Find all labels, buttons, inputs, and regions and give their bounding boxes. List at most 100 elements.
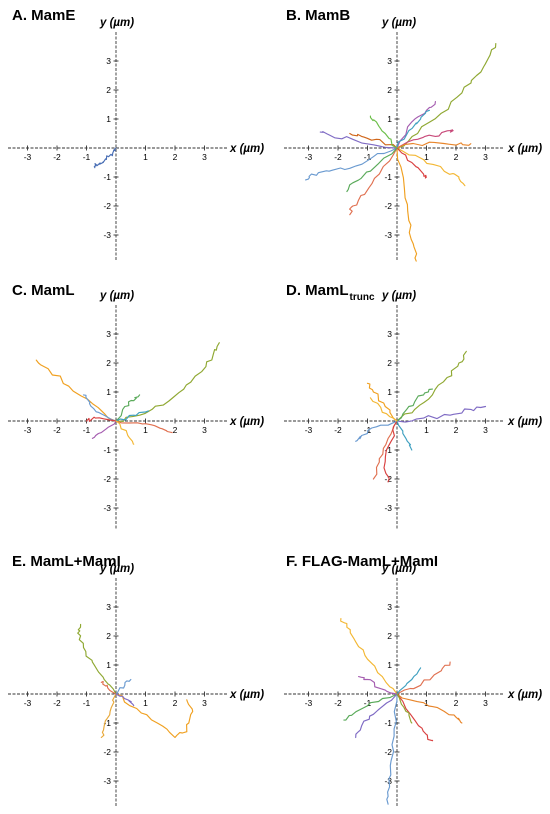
track-line <box>396 147 466 187</box>
track-line <box>115 394 141 422</box>
y-tick-label: 3 <box>106 329 111 339</box>
track-line <box>396 693 463 724</box>
x-tick-label: 1 <box>424 152 429 162</box>
track-line <box>100 693 117 739</box>
x-tick-label: 1 <box>143 698 148 708</box>
track-line <box>319 131 398 149</box>
x-tick-label: -1 <box>83 425 91 435</box>
y-tick-label: -1 <box>103 445 111 455</box>
y-tick-label: -2 <box>103 747 111 757</box>
y-tick-label: -1 <box>384 445 392 455</box>
track-line <box>396 661 451 695</box>
track-line <box>396 147 428 179</box>
track-line <box>386 693 398 805</box>
y-tick-label: 2 <box>106 631 111 641</box>
x-tick-label: 1 <box>143 152 148 162</box>
x-tick-label: -3 <box>305 698 313 708</box>
x-axis-label: x (µm) <box>229 143 264 155</box>
y-tick-label: -1 <box>103 718 111 728</box>
x-tick-label: -1 <box>364 152 372 162</box>
track-line <box>91 420 117 439</box>
x-tick-label: -1 <box>83 698 91 708</box>
x-tick-label: 2 <box>173 152 178 162</box>
y-tick-label: 3 <box>387 56 392 66</box>
track-line <box>355 420 398 442</box>
x-tick-label: 3 <box>483 698 488 708</box>
x-tick-label: -3 <box>24 152 32 162</box>
x-tick-label: -2 <box>334 425 342 435</box>
y-tick-label: -3 <box>103 503 111 513</box>
panel-c: C. MamL x (µm) y (µm) -3 -2 -1 1 2 3 3 2 1 -1 -2 -3 <box>8 282 264 530</box>
x-tick-label: 1 <box>424 425 429 435</box>
track-line <box>369 397 398 422</box>
y-axis-label: y (µm) <box>99 17 134 29</box>
track-line <box>115 342 220 422</box>
y-tick-label: 2 <box>106 85 111 95</box>
y-tick-label: 1 <box>106 387 111 397</box>
track-line <box>343 693 398 721</box>
track-line <box>396 420 413 451</box>
track-line <box>115 693 135 707</box>
x-axis-label: x (µm) <box>229 689 264 701</box>
x-tick-label: -1 <box>83 152 91 162</box>
y-tick-label: -1 <box>103 172 111 182</box>
track-line <box>396 101 436 149</box>
y-tick-label: -2 <box>384 201 392 211</box>
y-tick-label: 1 <box>106 660 111 670</box>
x-tick-label: -3 <box>24 698 32 708</box>
y-axis-label: y (µm) <box>381 17 416 29</box>
y-tick-label: 2 <box>387 358 392 368</box>
y-tick-label: -3 <box>384 230 392 240</box>
y-tick-label: 2 <box>106 358 111 368</box>
y-tick-label: 2 <box>387 85 392 95</box>
panel-title: F. FLAG-MamL+MamI <box>286 553 438 570</box>
track-line <box>115 693 194 739</box>
x-tick-label: -2 <box>53 698 61 708</box>
x-axis-label: x (µm) <box>507 689 542 701</box>
track-line <box>305 147 398 181</box>
panel-e: E. MamL+MamI x (µm) y (µm) -3 -2 -1 1 2 3 3 2 1 -1 -2… <box>8 553 264 806</box>
y-axis-label: y (µm) <box>99 290 134 302</box>
track-line <box>396 43 497 149</box>
x-axis-label: x (µm) <box>229 416 264 428</box>
x-tick-label: 3 <box>202 698 207 708</box>
track-line <box>396 667 422 695</box>
track-line <box>396 693 434 742</box>
track-line <box>85 416 117 422</box>
track-line <box>340 618 398 695</box>
x-tick-label: 1 <box>424 698 429 708</box>
x-tick-label: 2 <box>454 425 459 435</box>
track-line <box>396 147 418 262</box>
x-tick-label: -3 <box>305 152 313 162</box>
x-tick-label: -2 <box>53 425 61 435</box>
panel-title: D. MamL <box>286 282 349 299</box>
y-tick-label: 2 <box>387 631 392 641</box>
track-line <box>396 141 472 149</box>
track-line <box>358 676 398 695</box>
y-tick-label: 1 <box>387 660 392 670</box>
y-tick-label: 3 <box>106 56 111 66</box>
x-tick-label: 3 <box>483 425 488 435</box>
track-line <box>366 382 398 422</box>
y-axis-label: y (µm) <box>99 563 134 575</box>
track-line <box>100 680 117 695</box>
panel-f: F. FLAG-MamL+MamI x (µm) y (µm) -3 -2 -1 1 2 3 3 2… <box>284 553 542 806</box>
y-tick-label: -3 <box>384 776 392 786</box>
panel-title: C. MamL <box>12 282 75 299</box>
track-line <box>396 109 430 149</box>
x-tick-label: -2 <box>334 698 342 708</box>
y-tick-label: 1 <box>387 114 392 124</box>
x-axis-label: x (µm) <box>507 143 542 155</box>
track-line <box>396 693 413 724</box>
x-tick-label: 3 <box>483 152 488 162</box>
x-tick-label: -3 <box>24 425 32 435</box>
y-axis-label: y (µm) <box>381 563 416 575</box>
x-tick-label: 1 <box>143 425 148 435</box>
y-tick-label: -1 <box>384 718 392 728</box>
track-line <box>35 359 117 422</box>
track-line <box>115 420 135 445</box>
x-tick-label: 2 <box>173 425 178 435</box>
track-line <box>396 350 467 422</box>
